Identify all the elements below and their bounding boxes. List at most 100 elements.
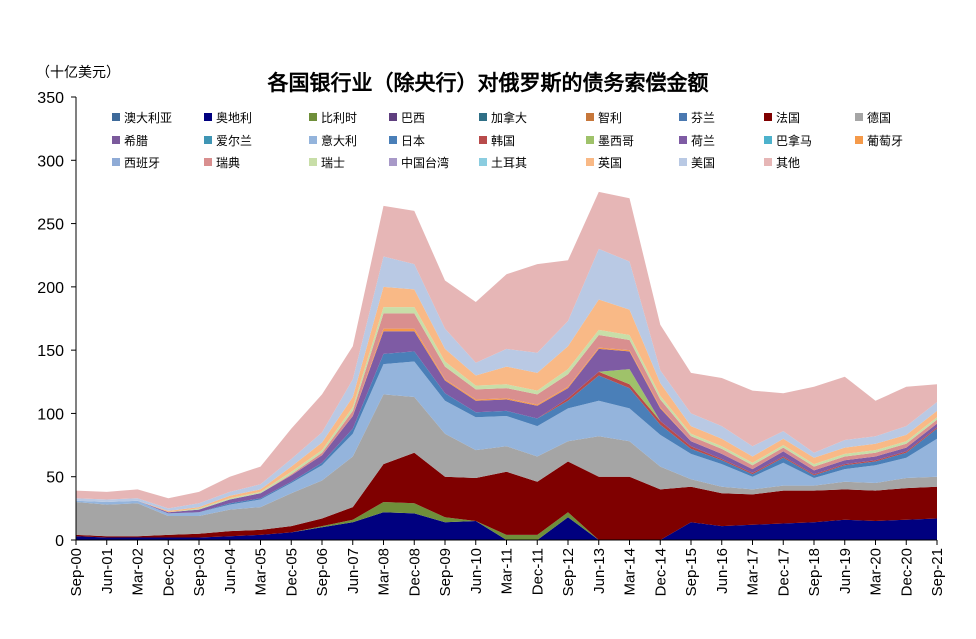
x-tick-label: Mar-17	[745, 548, 762, 596]
y-tick-label: 100	[37, 406, 64, 423]
x-tick-label: Mar-20	[868, 548, 885, 596]
x-tick-label: Jun-13	[591, 548, 608, 594]
legend-swatch	[309, 136, 317, 144]
x-tick-label: Sep-00	[68, 548, 85, 596]
legend-label: 其他	[776, 156, 800, 170]
legend-label: 比利时	[321, 111, 357, 125]
legend-label: 瑞典	[216, 156, 240, 170]
x-tick-label: Jun-10	[468, 548, 485, 594]
legend-swatch	[586, 113, 594, 121]
legend-swatch	[679, 113, 687, 121]
legend-label: 加拿大	[491, 110, 527, 125]
x-tick-label: Dec-05	[283, 548, 300, 596]
y-tick-label: 300	[37, 153, 64, 170]
x-tick-label: Dec-17	[775, 548, 792, 596]
x-tick-label: Sep-18	[806, 548, 823, 596]
legend-swatch	[586, 158, 594, 166]
area-layers	[76, 191, 937, 540]
x-tick-label: Dec-08	[406, 548, 423, 596]
legend-swatch	[389, 113, 397, 121]
x-tick-label: Sep-12	[560, 548, 577, 596]
legend-swatch	[389, 136, 397, 144]
x-tick-label: Mar-11	[499, 548, 516, 594]
legend-swatch	[479, 113, 487, 121]
area-series-7	[76, 452, 937, 540]
legend-label: 爱尔兰	[216, 133, 252, 148]
legend-label: 巴西	[401, 111, 425, 125]
x-tick-label: Mar-02	[130, 548, 147, 596]
x-tick-label: Jun-07	[345, 548, 362, 594]
x-tick-label: Sep-15	[683, 548, 700, 596]
legend-label: 芬兰	[691, 111, 715, 125]
x-tick-label: Mar-08	[376, 548, 393, 596]
y-tick-label: 250	[37, 217, 64, 234]
legend-swatch	[586, 136, 594, 144]
legend-swatch	[204, 136, 212, 144]
legend-swatch	[855, 136, 863, 144]
legend-label: 英国	[598, 156, 622, 170]
x-tick-label: Sep-21	[929, 548, 946, 596]
y-tick-label: 50	[46, 470, 64, 487]
legend-label: 中国台湾	[401, 155, 449, 170]
y-tick-label: 200	[37, 280, 64, 297]
legend-label: 西班牙	[124, 156, 160, 170]
legend-label: 葡萄牙	[867, 134, 903, 148]
legend-swatch	[112, 113, 120, 121]
x-tick-label: Mar-05	[253, 548, 270, 596]
x-tick-label: Jun-16	[714, 548, 731, 594]
chart-title: 各国银行业（除央行）对俄罗斯的债务索偿金额	[267, 71, 709, 95]
legend-swatch	[204, 113, 212, 121]
x-tick-label: Jun-01	[99, 548, 116, 594]
y-tick-label: 350	[37, 90, 64, 107]
legend-label: 法国	[776, 111, 800, 125]
legend-swatch	[389, 158, 397, 166]
legend-label: 巴拿马	[776, 133, 812, 148]
axes: 0 50 100 150 200 250 300 350 Sep-00 Jun-01 Mar-02 D…	[37, 90, 946, 596]
legend-label: 希腊	[124, 133, 148, 148]
area-series-11	[76, 361, 937, 516]
legend-swatch	[479, 158, 487, 166]
legend-swatch	[764, 136, 772, 144]
x-tick-label: Dec-11	[529, 548, 546, 595]
x-tick-label: Sep-03	[191, 548, 208, 596]
legend-label: 奥地利	[216, 111, 252, 125]
x-tick-label: Jun-04	[222, 548, 239, 594]
area-series-1	[76, 512, 937, 540]
legend-swatch	[309, 158, 317, 166]
legend-label: 美国	[691, 156, 715, 170]
legend-swatch	[679, 158, 687, 166]
legend-swatch	[112, 158, 120, 166]
legend-label: 德国	[867, 110, 891, 125]
x-tick-label: Sep-09	[437, 548, 454, 596]
legend-swatch	[479, 136, 487, 144]
legend-swatch	[309, 113, 317, 121]
legend-label: 墨西哥	[598, 134, 634, 148]
legend-label: 智利	[598, 110, 622, 125]
x-tick-label: Dec-20	[898, 548, 915, 596]
area-series-25	[76, 191, 937, 509]
x-tick-label: Dec-14	[652, 548, 669, 596]
y-tick-label: 150	[37, 343, 64, 360]
legend-swatch	[204, 158, 212, 166]
legend-label: 意大利	[321, 133, 357, 148]
legend-label: 日本	[401, 134, 425, 148]
unit-label: （十亿美元）	[36, 65, 120, 81]
legend-swatch	[764, 113, 772, 121]
legend-swatch	[764, 158, 772, 166]
legend-swatch	[112, 136, 120, 144]
x-tick-label: Sep-06	[314, 548, 331, 596]
area-series-8	[76, 394, 937, 537]
legend-swatch	[679, 136, 687, 144]
legend-label: 瑞士	[321, 156, 345, 170]
x-tick-label: Mar-14	[622, 548, 639, 596]
legend-label: 澳大利亚	[124, 111, 172, 125]
legend-label: 韩国	[491, 133, 515, 148]
x-tick-label: Jun-19	[837, 548, 854, 594]
x-tick-label: Dec-02	[160, 548, 177, 596]
legend-swatch	[855, 113, 863, 121]
legend-label: 土耳其	[491, 156, 527, 170]
y-tick-label: 0	[55, 533, 64, 550]
